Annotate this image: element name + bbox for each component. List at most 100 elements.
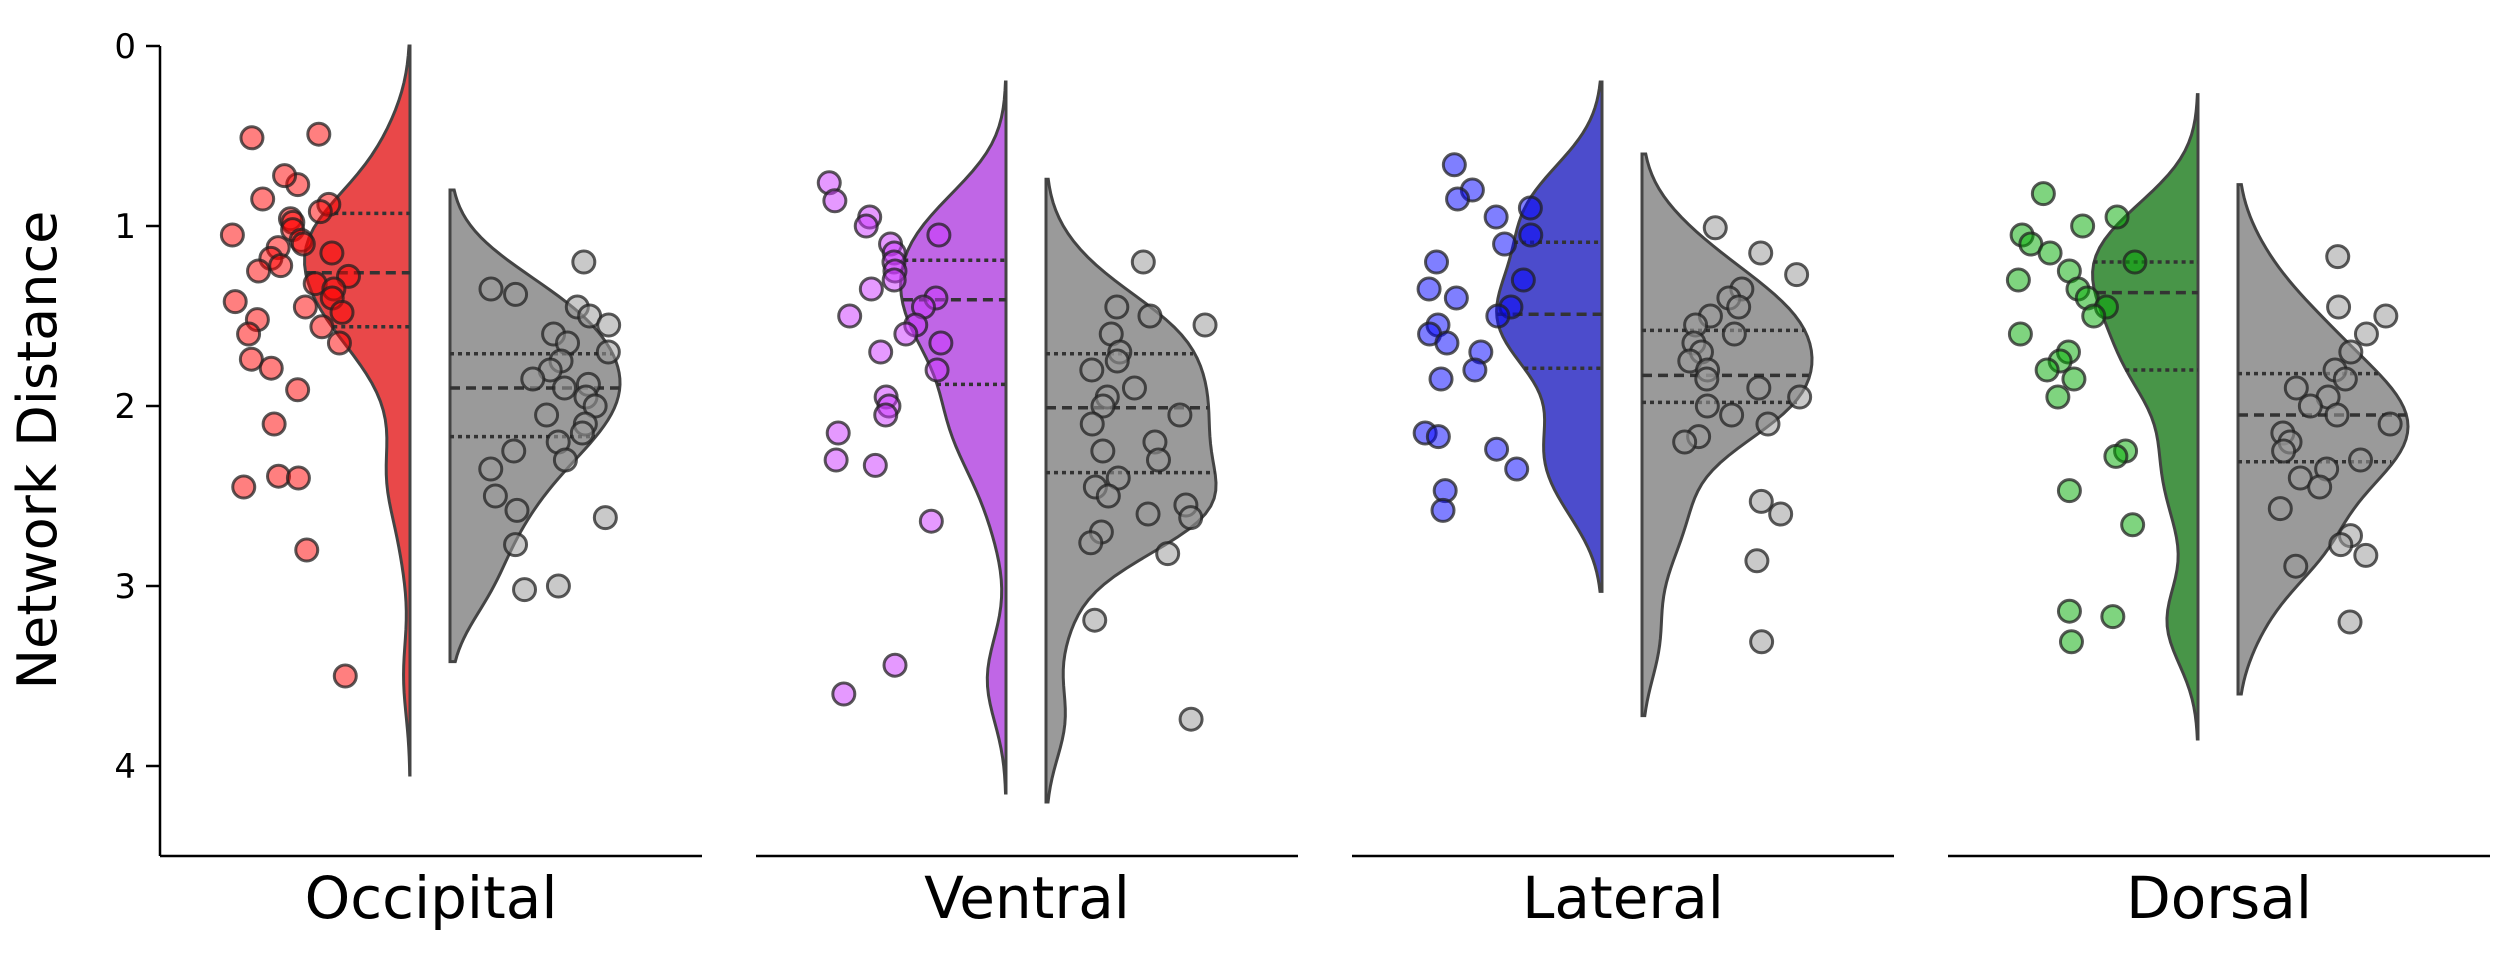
data-point [1428,366,1454,392]
data-point [2061,366,2087,392]
data-point [862,452,888,478]
data-point [2283,375,2309,401]
category-lateral [1412,80,1814,718]
data-point [2030,181,2056,207]
data-point [1504,456,1530,482]
data-point [2070,213,2096,239]
data-point [1445,186,1471,212]
data-point [306,121,332,147]
data-point [1726,294,1752,320]
data-point [261,411,287,437]
data-point [250,186,276,212]
data-point [2328,532,2354,558]
data-point [238,346,264,372]
data-point [595,339,621,365]
y-tick-label: 4 [114,747,136,787]
data-point [482,483,508,509]
data-point [2332,366,2358,392]
data-point [2100,604,2126,630]
data-point [503,532,529,558]
data-point [512,577,538,603]
data-point [478,276,504,302]
data-point [332,663,358,689]
data-point [545,573,571,599]
data-point [2326,294,2352,320]
data-point [503,281,529,307]
data-point [2104,204,2130,230]
data-point [2005,267,2031,293]
category-occipital [219,44,622,777]
data-point [831,681,857,707]
violin-gray [2236,183,2410,696]
data-point [2377,411,2403,437]
data-point [858,276,884,302]
data-point [285,465,311,491]
data-point [1090,438,1116,464]
data-point [2283,553,2309,579]
y-tick-label: 3 [114,567,136,607]
data-point [2373,303,2399,329]
violin-colored [1495,80,1604,593]
data-point [319,240,345,266]
data-point [272,163,298,189]
data-point [1462,357,1488,383]
data-point [1748,488,1774,514]
data-point [294,537,320,563]
data-point [1755,411,1781,437]
data-point [1746,375,1772,401]
data-point [825,420,851,446]
plot-area [219,44,2410,804]
data-point [1749,629,1775,655]
data-point [1784,262,1810,288]
data-point [1694,366,1720,392]
category-label: Ventral [924,864,1130,932]
data-point [309,314,335,340]
data-point [2267,496,2293,522]
category-dorsal [2005,93,2410,741]
data-point [2337,609,2363,635]
data-point [1694,393,1720,419]
data-point [2353,542,2379,568]
data-point [2037,240,2063,266]
category-label: Occipital [305,864,558,932]
data-point [2307,474,2333,500]
data-point [326,330,352,356]
data-point [290,231,316,257]
data-point [1145,447,1171,473]
data-point [534,402,560,428]
data-point [504,497,530,523]
data-point [1492,231,1518,257]
data-point [2353,321,2379,347]
data-point [478,456,504,482]
data-point [268,253,294,279]
data-point [2120,512,2146,538]
data-point [1082,607,1108,633]
data-point [2297,393,2323,419]
data-point [596,312,622,338]
data-point [1416,276,1442,302]
data-point [873,402,899,428]
data-point [882,652,908,678]
data-point [2007,321,2033,347]
data-point [292,294,318,320]
data-point [2324,402,2350,428]
data-point [853,213,879,239]
data-point [1192,312,1218,338]
data-point [823,447,849,473]
data-point [1104,348,1130,374]
y-axis-label: Network Distance [6,211,69,690]
category-label: Lateral [1522,864,1724,932]
data-point [1137,303,1163,329]
data-point [2325,244,2351,270]
data-point [571,249,597,275]
category-ventral [816,80,1218,804]
data-point [501,438,527,464]
data-point [1095,483,1121,509]
data-point [1130,249,1156,275]
x-axis: Occipital Ventral Lateral Dorsal [160,854,2490,932]
violin-colored [899,80,1008,795]
data-point [1424,249,1450,275]
data-point [246,258,272,284]
data-point [1719,402,1745,428]
